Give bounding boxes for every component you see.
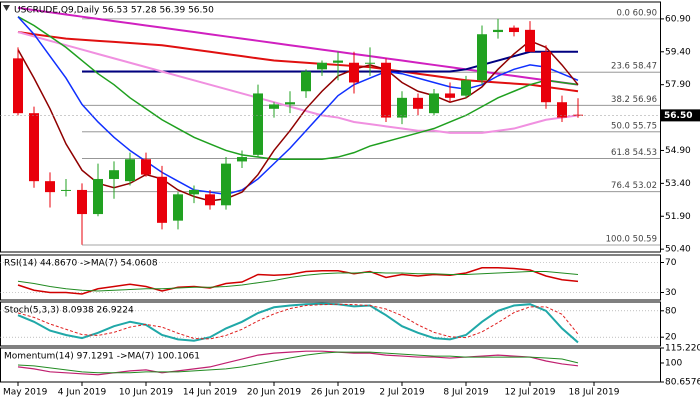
panel-title: USCRUDE,Q9,Daily 56.53 57.28 56.39 56.50 <box>14 6 214 16</box>
y-tick-label: 60.90 <box>665 14 691 24</box>
indicator-line <box>17 351 579 374</box>
candle-body <box>461 80 471 96</box>
candle-body <box>109 170 119 179</box>
fib-label: 0.0 60.90 <box>616 8 657 18</box>
candle-body <box>173 194 183 221</box>
candle-body <box>333 60 343 63</box>
panel-title: Momentum(14) 97.1291 ->MA(7) 100.1061 <box>4 352 200 362</box>
indicator-line <box>17 16 579 160</box>
panel-frame <box>0 301 661 347</box>
x-tick-label: 10 Jun 2019 <box>119 388 173 398</box>
candle-body <box>493 29 503 33</box>
candle-body <box>525 29 535 52</box>
x-tick-label: 12 Jul 2019 <box>505 388 556 398</box>
y-tick-label: 20 <box>665 333 677 343</box>
candle-body <box>253 93 263 155</box>
candle-body <box>93 178 103 215</box>
candle-body <box>397 97 407 118</box>
candle-body <box>125 159 135 182</box>
x-tick-label: 18 Jul 2019 <box>569 388 620 398</box>
candle-body <box>477 34 487 81</box>
candle-body <box>157 176 167 223</box>
y-tick-label: 80 <box>665 306 677 316</box>
y-tick-label: 70 <box>665 258 677 268</box>
x-tick-label: 29 May 2019 <box>0 388 48 398</box>
candle-body <box>237 157 247 162</box>
fib-label: 23.6 58.47 <box>611 62 657 72</box>
indicator-line <box>17 31 579 134</box>
candle-body <box>365 62 375 64</box>
indicator-line <box>17 31 579 93</box>
fib-label: 50.0 55.75 <box>611 121 657 131</box>
y-tick-label: 53.40 <box>665 179 691 189</box>
x-tick-label: 2 Jul 2019 <box>379 388 424 398</box>
y-tick-label: 30 <box>665 288 677 298</box>
x-tick-label: 8 Jul 2019 <box>443 388 488 398</box>
indicator-line <box>17 302 579 344</box>
candle-body <box>557 102 567 118</box>
candle-body <box>381 62 391 118</box>
candle-body <box>13 58 23 114</box>
indicator-line <box>17 271 579 292</box>
x-tick-label: 26 Jun 2019 <box>311 388 365 398</box>
last-price-label: 56.50 <box>664 111 692 121</box>
y-tick-label: 100 <box>665 358 682 368</box>
indicator-line <box>17 303 579 340</box>
x-tick-label: 4 Jun 2019 <box>58 388 107 398</box>
panel-title: Stoch(5,3,3) 8.0938 26.9224 <box>4 306 134 316</box>
panel-frame <box>0 347 661 383</box>
candle-body <box>269 104 279 109</box>
candle-body <box>445 93 455 98</box>
candle-body <box>77 189 87 215</box>
fib-label: 100.0 50.59 <box>606 234 657 244</box>
candle-body <box>205 194 215 206</box>
candle-body <box>61 189 71 191</box>
y-tick-label: 115.2206 <box>665 344 700 354</box>
indicator-line <box>17 39 579 202</box>
panel-title: RSI(14) 44.8670 ->MA(7) 54.0608 <box>4 259 158 269</box>
y-tick-label: 80.6576 <box>665 378 700 388</box>
candle-body <box>541 51 551 103</box>
candle-body <box>317 62 327 70</box>
candle-body <box>509 27 519 33</box>
x-tick-label: 20 Jun 2019 <box>247 388 301 398</box>
candle-body <box>301 71 311 92</box>
title-icon <box>3 5 10 11</box>
candle-body <box>189 189 199 195</box>
candle-body <box>45 181 55 193</box>
candle-body <box>573 114 583 116</box>
fib-label: 38.2 56.96 <box>611 95 657 105</box>
candle-body <box>29 113 39 182</box>
candle-body <box>285 102 295 105</box>
candle-body <box>413 97 423 109</box>
fib-label: 61.8 54.53 <box>611 148 657 158</box>
y-tick-label: 54.90 <box>665 146 691 156</box>
panel-frame <box>0 254 661 301</box>
panel-frame <box>0 1 661 253</box>
y-tick-label: 59.40 <box>665 47 691 57</box>
fib-label: 76.4 53.02 <box>611 181 657 191</box>
indicator-line <box>17 267 579 295</box>
y-tick-label: 51.90 <box>665 212 691 222</box>
candle-body <box>221 163 231 206</box>
y-tick-label: 50.40 <box>665 245 691 255</box>
y-tick-label: 57.90 <box>665 80 691 90</box>
candle-body <box>349 62 359 83</box>
candle-body <box>429 93 439 114</box>
last-price-box <box>661 109 700 122</box>
x-tick-label: 14 Jun 2019 <box>183 388 237 398</box>
candle-body <box>141 159 151 175</box>
